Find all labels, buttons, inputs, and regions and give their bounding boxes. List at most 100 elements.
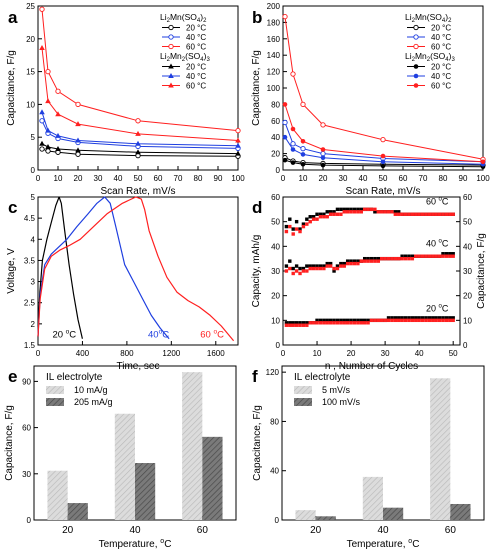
y-axis-label: Capacitance, F/g xyxy=(251,50,262,126)
data-point xyxy=(345,321,350,325)
data-point xyxy=(362,207,367,212)
data-point xyxy=(397,210,401,214)
annotation-degree: o xyxy=(438,196,442,202)
data-point xyxy=(320,150,326,157)
data-point xyxy=(308,321,312,325)
data-point xyxy=(444,316,449,320)
x-tick-label: 0 xyxy=(36,349,41,358)
charge-discharge-curve xyxy=(37,196,235,342)
x-tick-label: 20 xyxy=(310,525,322,536)
data-point xyxy=(301,321,306,325)
data-point xyxy=(39,109,45,115)
data-point xyxy=(366,207,370,212)
series-line xyxy=(41,9,239,132)
data-point xyxy=(397,318,401,323)
data-point xyxy=(305,323,309,327)
data-point xyxy=(349,321,353,325)
data-point xyxy=(305,217,309,221)
data-series xyxy=(39,6,241,134)
text-part: 4 xyxy=(197,18,201,24)
text-part: 2 xyxy=(412,57,416,63)
data-point xyxy=(393,318,398,323)
legend: Li2Mn(SO4)220 °C40 °C60 °CLi2Mn2(SO4)320… xyxy=(160,12,210,91)
data-point xyxy=(403,316,408,320)
data-point xyxy=(325,215,329,219)
data-point xyxy=(444,318,449,323)
data-point xyxy=(400,318,404,323)
data-point xyxy=(284,229,289,234)
data-point xyxy=(420,212,425,216)
data-point xyxy=(45,148,51,154)
data-point xyxy=(424,318,428,323)
data-point xyxy=(366,318,370,323)
data-point xyxy=(427,212,432,216)
data-point xyxy=(397,212,401,216)
data-point xyxy=(386,256,391,261)
data-point xyxy=(290,147,296,152)
data-point xyxy=(322,264,326,268)
data-point xyxy=(441,316,445,320)
data-point xyxy=(300,139,306,144)
y-tick-label: 120 xyxy=(266,368,280,377)
text-part: Mn xyxy=(170,51,182,61)
data-point xyxy=(55,88,61,94)
data-point xyxy=(328,318,333,323)
data-point xyxy=(301,269,306,273)
legend-entry: 60 °C xyxy=(186,43,206,52)
legend-entry: 20 °C xyxy=(186,63,206,72)
panel-letter: f xyxy=(252,367,258,386)
panel-letter: e xyxy=(8,367,17,386)
legend-swatch xyxy=(294,398,312,406)
chart-panel-e: e 0 30 60 90 IL electrolyte 10 mA/g 205 mA/g 20 4… xyxy=(4,365,237,550)
x-axis-label-text: Temperature, xyxy=(99,539,161,550)
annotation-degree: o xyxy=(438,238,442,244)
data-point xyxy=(390,318,394,323)
data-series xyxy=(284,207,455,236)
data-point xyxy=(362,256,367,261)
text-part: (SO xyxy=(185,51,201,61)
data-point xyxy=(342,210,346,214)
data-point xyxy=(437,254,442,258)
data-point xyxy=(301,323,306,327)
data-point xyxy=(431,254,435,258)
data-point xyxy=(288,266,292,271)
bar xyxy=(295,510,316,520)
annotation-unit: C xyxy=(162,329,169,340)
data-point xyxy=(410,212,415,216)
data-point xyxy=(369,259,374,263)
data-point xyxy=(400,212,404,216)
text-part: Mn(SO xyxy=(170,12,197,22)
x-axis-label-unit: C xyxy=(164,539,171,550)
legend-swatch xyxy=(294,386,312,394)
data-point xyxy=(315,217,319,221)
text-part: 2 xyxy=(412,18,416,24)
x-tick-label: 60 xyxy=(445,525,457,536)
y-tick-label: 20 xyxy=(26,35,35,44)
data-point xyxy=(45,127,51,133)
data-point xyxy=(393,212,398,216)
data-point xyxy=(448,212,452,216)
data-point xyxy=(383,210,387,214)
data-point xyxy=(352,261,357,266)
data-point xyxy=(291,266,295,271)
data-point xyxy=(410,256,415,261)
data-point xyxy=(359,259,363,263)
legend-swatch-marker xyxy=(168,34,174,40)
data-point xyxy=(366,256,370,261)
y-tick-label: 4 xyxy=(31,235,36,244)
data-point xyxy=(407,256,411,261)
data-point xyxy=(284,224,289,229)
data-point xyxy=(410,316,415,320)
y-tick-label: 40 xyxy=(270,467,279,476)
data-point xyxy=(318,321,323,325)
data-point xyxy=(356,261,360,266)
data-point xyxy=(390,316,394,320)
data-series xyxy=(282,102,486,165)
y-tick-label: 60 xyxy=(22,424,31,433)
x-axis-label: Scan Rate, mV/s xyxy=(100,186,175,197)
data-point xyxy=(359,318,363,323)
data-point xyxy=(284,264,289,268)
x-tick-label: 40 xyxy=(377,525,389,536)
legend-entry: 40 °C xyxy=(431,72,451,81)
